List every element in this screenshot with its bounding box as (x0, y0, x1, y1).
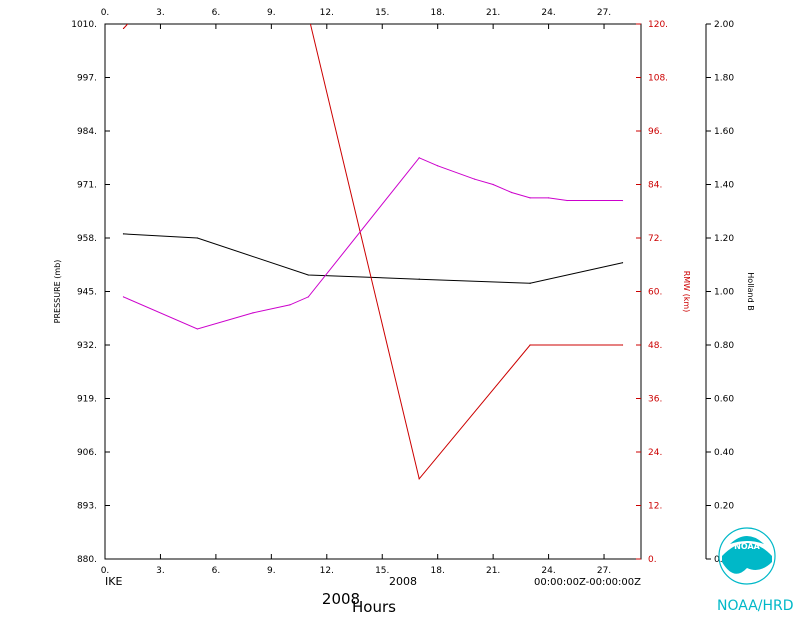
rmw-tick-label: 60. (648, 288, 662, 298)
x-tick-label-top: 0. (101, 8, 110, 18)
time-range: 00:00:00Z-00:00:00Z (534, 577, 641, 588)
year-label: 2008 (389, 575, 417, 588)
noaa-logo-bird-icon (730, 536, 764, 544)
data-point-rmw (621, 344, 624, 346)
rmw-tick-label: 72. (648, 234, 662, 244)
data-point-pressure (529, 282, 531, 284)
x-tick-label-bottom: 12. (320, 566, 334, 576)
holland-b-tick-label: 1.80 (714, 74, 734, 84)
rmw-tick-label: 48. (648, 341, 662, 351)
data-point-rmw (308, 14, 309, 15)
data-point-holland_b (437, 165, 439, 167)
rmw-tick-label: 24. (648, 448, 662, 458)
data-point-pressure (418, 278, 420, 280)
holland-b-tick-label: 0.60 (714, 395, 734, 405)
holland-b-tick-label: 0.40 (714, 448, 734, 458)
x-tick-label-top: 3. (156, 8, 165, 18)
holland-b-tick-label: 1.20 (714, 234, 734, 244)
pressure-tick-label: 932. (77, 341, 97, 351)
pressure-tick-label: 997. (77, 74, 97, 84)
x-tick-label-bottom: 0. (101, 566, 110, 576)
series-line-holland_b (123, 157, 623, 330)
holland-b-tick-label: 1.60 (714, 127, 734, 137)
data-point-holland_b (252, 312, 254, 314)
series-line-pressure (123, 233, 623, 284)
data-point-holland_b (474, 178, 476, 180)
x-tick-label-top: 27. (597, 8, 611, 18)
holland-b-tick-label: 0.20 (714, 502, 734, 512)
x-tick-label-top: 21. (486, 8, 500, 18)
pressure-tick-label: 958. (77, 234, 97, 244)
pressure-tick-label: 945. (77, 288, 97, 298)
x-tick-label-bottom: 18. (431, 566, 445, 576)
x-tick-label-bottom: 27. (597, 566, 611, 576)
noaa-logo-icon (718, 527, 776, 585)
plot-frame (104, 23, 642, 560)
data-point-holland_b (492, 183, 494, 186)
data-point-rmw (122, 27, 125, 30)
x-tick-label-bottom: 15. (375, 566, 389, 576)
logo-label: NOAA/HRD (717, 598, 794, 614)
data-point-holland_b (307, 296, 309, 298)
x-tick-label-bottom: 9. (267, 566, 276, 576)
series-line-rmw (123, 24, 623, 480)
storm-name: IKE (105, 575, 122, 588)
data-point-holland_b (621, 199, 624, 202)
pressure-tick-label: 880. (77, 555, 97, 565)
pressure-tick-label: 906. (77, 448, 97, 458)
x-tick-label-top: 12. (320, 8, 334, 18)
data-point-holland_b (418, 157, 420, 159)
pressure-tick-label: 919. (77, 395, 97, 405)
rmw-tick-label: 36. (648, 395, 662, 405)
rmw-tick-label: 12. (648, 502, 662, 512)
holland-b-tick-label: 1.00 (714, 288, 734, 298)
rmw-tick-label: 96. (648, 127, 662, 137)
x-tick-label-bottom: 24. (541, 566, 555, 576)
data-point-holland_b (511, 191, 513, 194)
pressure-tick-label: 893. (77, 502, 97, 512)
data-point-rmw (418, 478, 420, 480)
data-point-pressure (307, 274, 309, 276)
noaa-logo-wave-icon (722, 543, 772, 574)
pressure-axis-label: PRESSURE (mb) (53, 260, 62, 324)
data-point-holland_b (196, 328, 199, 330)
data-point-pressure (196, 237, 199, 239)
x-tick-label-top: 9. (267, 8, 276, 18)
x-tick-label-bottom: 3. (156, 566, 165, 576)
rmw-tick-label: 108. (648, 74, 668, 84)
x-tick-label-top: 15. (375, 8, 389, 18)
pressure-tick-label: 984. (77, 127, 97, 137)
year-big: 2008 (322, 590, 360, 608)
x-tick-label-top: 24. (541, 8, 555, 18)
holland-b-axis-label: Holland B (746, 272, 755, 310)
pressure-tick-label: 971. (77, 181, 97, 191)
x-tick-label-bottom: 6. (212, 566, 221, 576)
data-point-holland_b (566, 199, 568, 202)
x-axis-label: Hours (352, 598, 396, 616)
data-point-holland_b (122, 296, 125, 298)
data-point-pressure (621, 262, 624, 264)
data-point-rmw (529, 344, 531, 346)
data-point-holland_b (529, 197, 531, 199)
x-tick-label-top: 6. (212, 8, 221, 18)
rmw-axis-label: RMW (km) (682, 271, 691, 313)
data-point-holland_b (547, 197, 550, 199)
rmw-tick-label: 120. (648, 20, 668, 30)
data-point-holland_b (289, 304, 291, 306)
data-point-pressure (122, 233, 125, 235)
noaa-logo-text: NOAA (734, 542, 760, 551)
x-tick-label-top: 18. (431, 8, 445, 18)
x-tick-label-bottom: 21. (486, 566, 500, 576)
holland-b-tick-label: 2.00 (714, 20, 734, 30)
pressure-tick-label: 1010. (71, 20, 97, 30)
holland-b-tick-label: 1.40 (714, 181, 734, 191)
rmw-tick-label: 84. (648, 181, 662, 191)
holland-b-tick-label: 0.80 (714, 341, 734, 351)
rmw-tick-label: 0. (648, 555, 657, 565)
